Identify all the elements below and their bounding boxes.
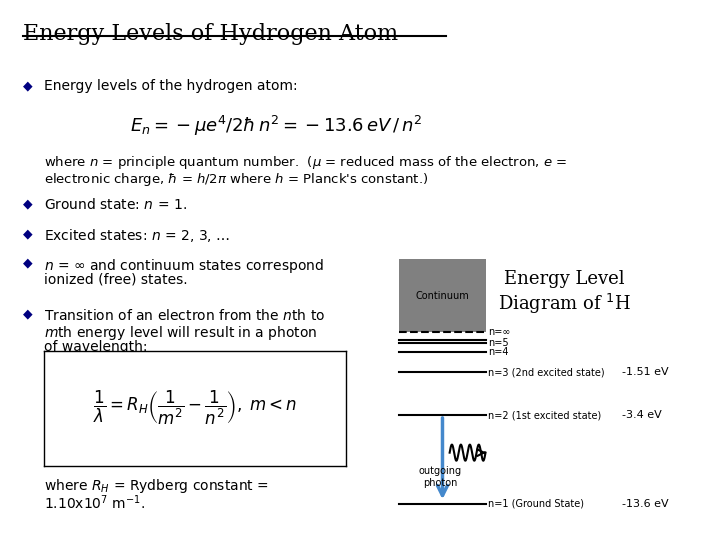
Text: Excited states: $n$ = 2, 3, …: Excited states: $n$ = 2, 3, … [45,227,230,244]
Text: 1.10x10$^7$ m$^{-1}$.: 1.10x10$^7$ m$^{-1}$. [45,493,145,511]
Text: ◆: ◆ [23,198,32,211]
Text: n=4: n=4 [488,347,509,356]
Text: ◆: ◆ [23,308,32,321]
Text: Energy levels of the hydrogen atom:: Energy levels of the hydrogen atom: [45,79,298,93]
Text: ◆: ◆ [23,79,32,92]
Text: ionized (free) states.: ionized (free) states. [45,273,188,287]
Text: n=3 (2nd excited state): n=3 (2nd excited state) [488,367,605,377]
Text: of wavelength:: of wavelength: [45,340,148,354]
FancyBboxPatch shape [400,259,485,332]
Text: n=2 (1st excited state): n=2 (1st excited state) [488,410,602,420]
Text: outgoing
photon: outgoing photon [419,466,462,488]
Text: where $n$ = principle quantum number.  ($\mu$ = reduced mass of the electron, $e: where $n$ = principle quantum number. ($… [45,154,567,172]
Text: ◆: ◆ [23,227,32,240]
Text: Ground state: $n$ = 1.: Ground state: $n$ = 1. [45,198,187,212]
Text: Transition of an electron from the $n$th to: Transition of an electron from the $n$th… [45,308,325,322]
Text: -13.6 eV: -13.6 eV [622,499,668,509]
Text: Energy Levels of Hydrogen Atom: Energy Levels of Hydrogen Atom [23,23,398,45]
Text: where $R_H$ = Rydberg constant =: where $R_H$ = Rydberg constant = [45,477,269,495]
Text: $n$ = $\infty$ and continuum states correspond: $n$ = $\infty$ and continuum states corr… [45,256,325,274]
Text: ◆: ◆ [23,256,32,269]
Text: Continuum: Continuum [415,291,469,301]
Text: n=5: n=5 [488,338,509,348]
Text: electronic charge, $\hbar$ = $h/2\pi$ where $h$ = Planck's constant.): electronic charge, $\hbar$ = $h/2\pi$ wh… [45,171,429,187]
Text: -3.4 eV: -3.4 eV [622,410,662,420]
Text: Energy Level
Diagram of $^1$H: Energy Level Diagram of $^1$H [498,270,631,316]
Text: n=∞: n=∞ [488,327,511,337]
Text: -1.51 eV: -1.51 eV [622,367,668,377]
Text: n=1 (Ground State): n=1 (Ground State) [488,499,585,509]
Text: $m$th energy level will result in a photon: $m$th energy level will result in a phot… [45,323,318,342]
Text: $E_n = -\mu e^4/2\hbar\, n^2 = -13.6\,eV\,/\,n^2$: $E_n = -\mu e^4/2\hbar\, n^2 = -13.6\,eV… [130,114,423,138]
